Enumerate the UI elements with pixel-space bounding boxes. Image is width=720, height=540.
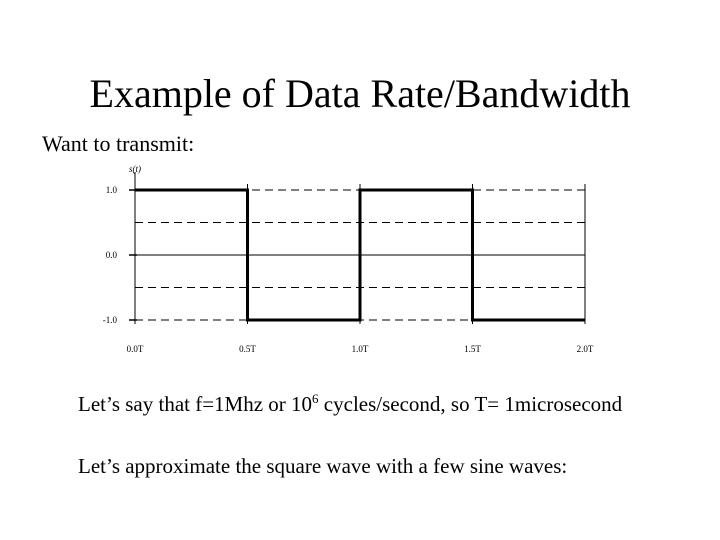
y-tick-label: 1.0 xyxy=(106,185,118,195)
x-tick-label: 1.5T xyxy=(464,344,481,354)
x-tick-label: 1.0T xyxy=(352,344,369,354)
square-wave-chart: 1.0 0.0 -1.0 0.0T 0.5T 1.0T 1.5T 2.0T s(t) xyxy=(103,164,594,354)
y-tick-label: 0.0 xyxy=(106,250,118,260)
x-tick-label: 0.0T xyxy=(127,344,144,354)
bullet-frequency-start: Let’s say that f=1Mhz or 10 xyxy=(78,392,313,416)
x-tick-label: 0.5T xyxy=(239,344,256,354)
bullet-frequency: Let’s say that f=1Mhz or 106 cycles/seco… xyxy=(78,390,622,418)
y-tick-label: -1.0 xyxy=(103,315,118,325)
x-tick-label: 2.0T xyxy=(577,344,594,354)
bullet-approximation: Let’s approximate the square wave with a… xyxy=(78,454,568,478)
y-axis-label: s(t) xyxy=(129,164,141,174)
square-wave-line xyxy=(135,188,585,322)
bullet-frequency-end: cycles/second, so T= 1microsecond xyxy=(318,392,623,416)
exponent: 6 xyxy=(312,391,319,406)
slide-title: Example of Data Rate/Bandwidth xyxy=(89,71,631,116)
intro-text: Want to transmit: xyxy=(42,131,195,156)
